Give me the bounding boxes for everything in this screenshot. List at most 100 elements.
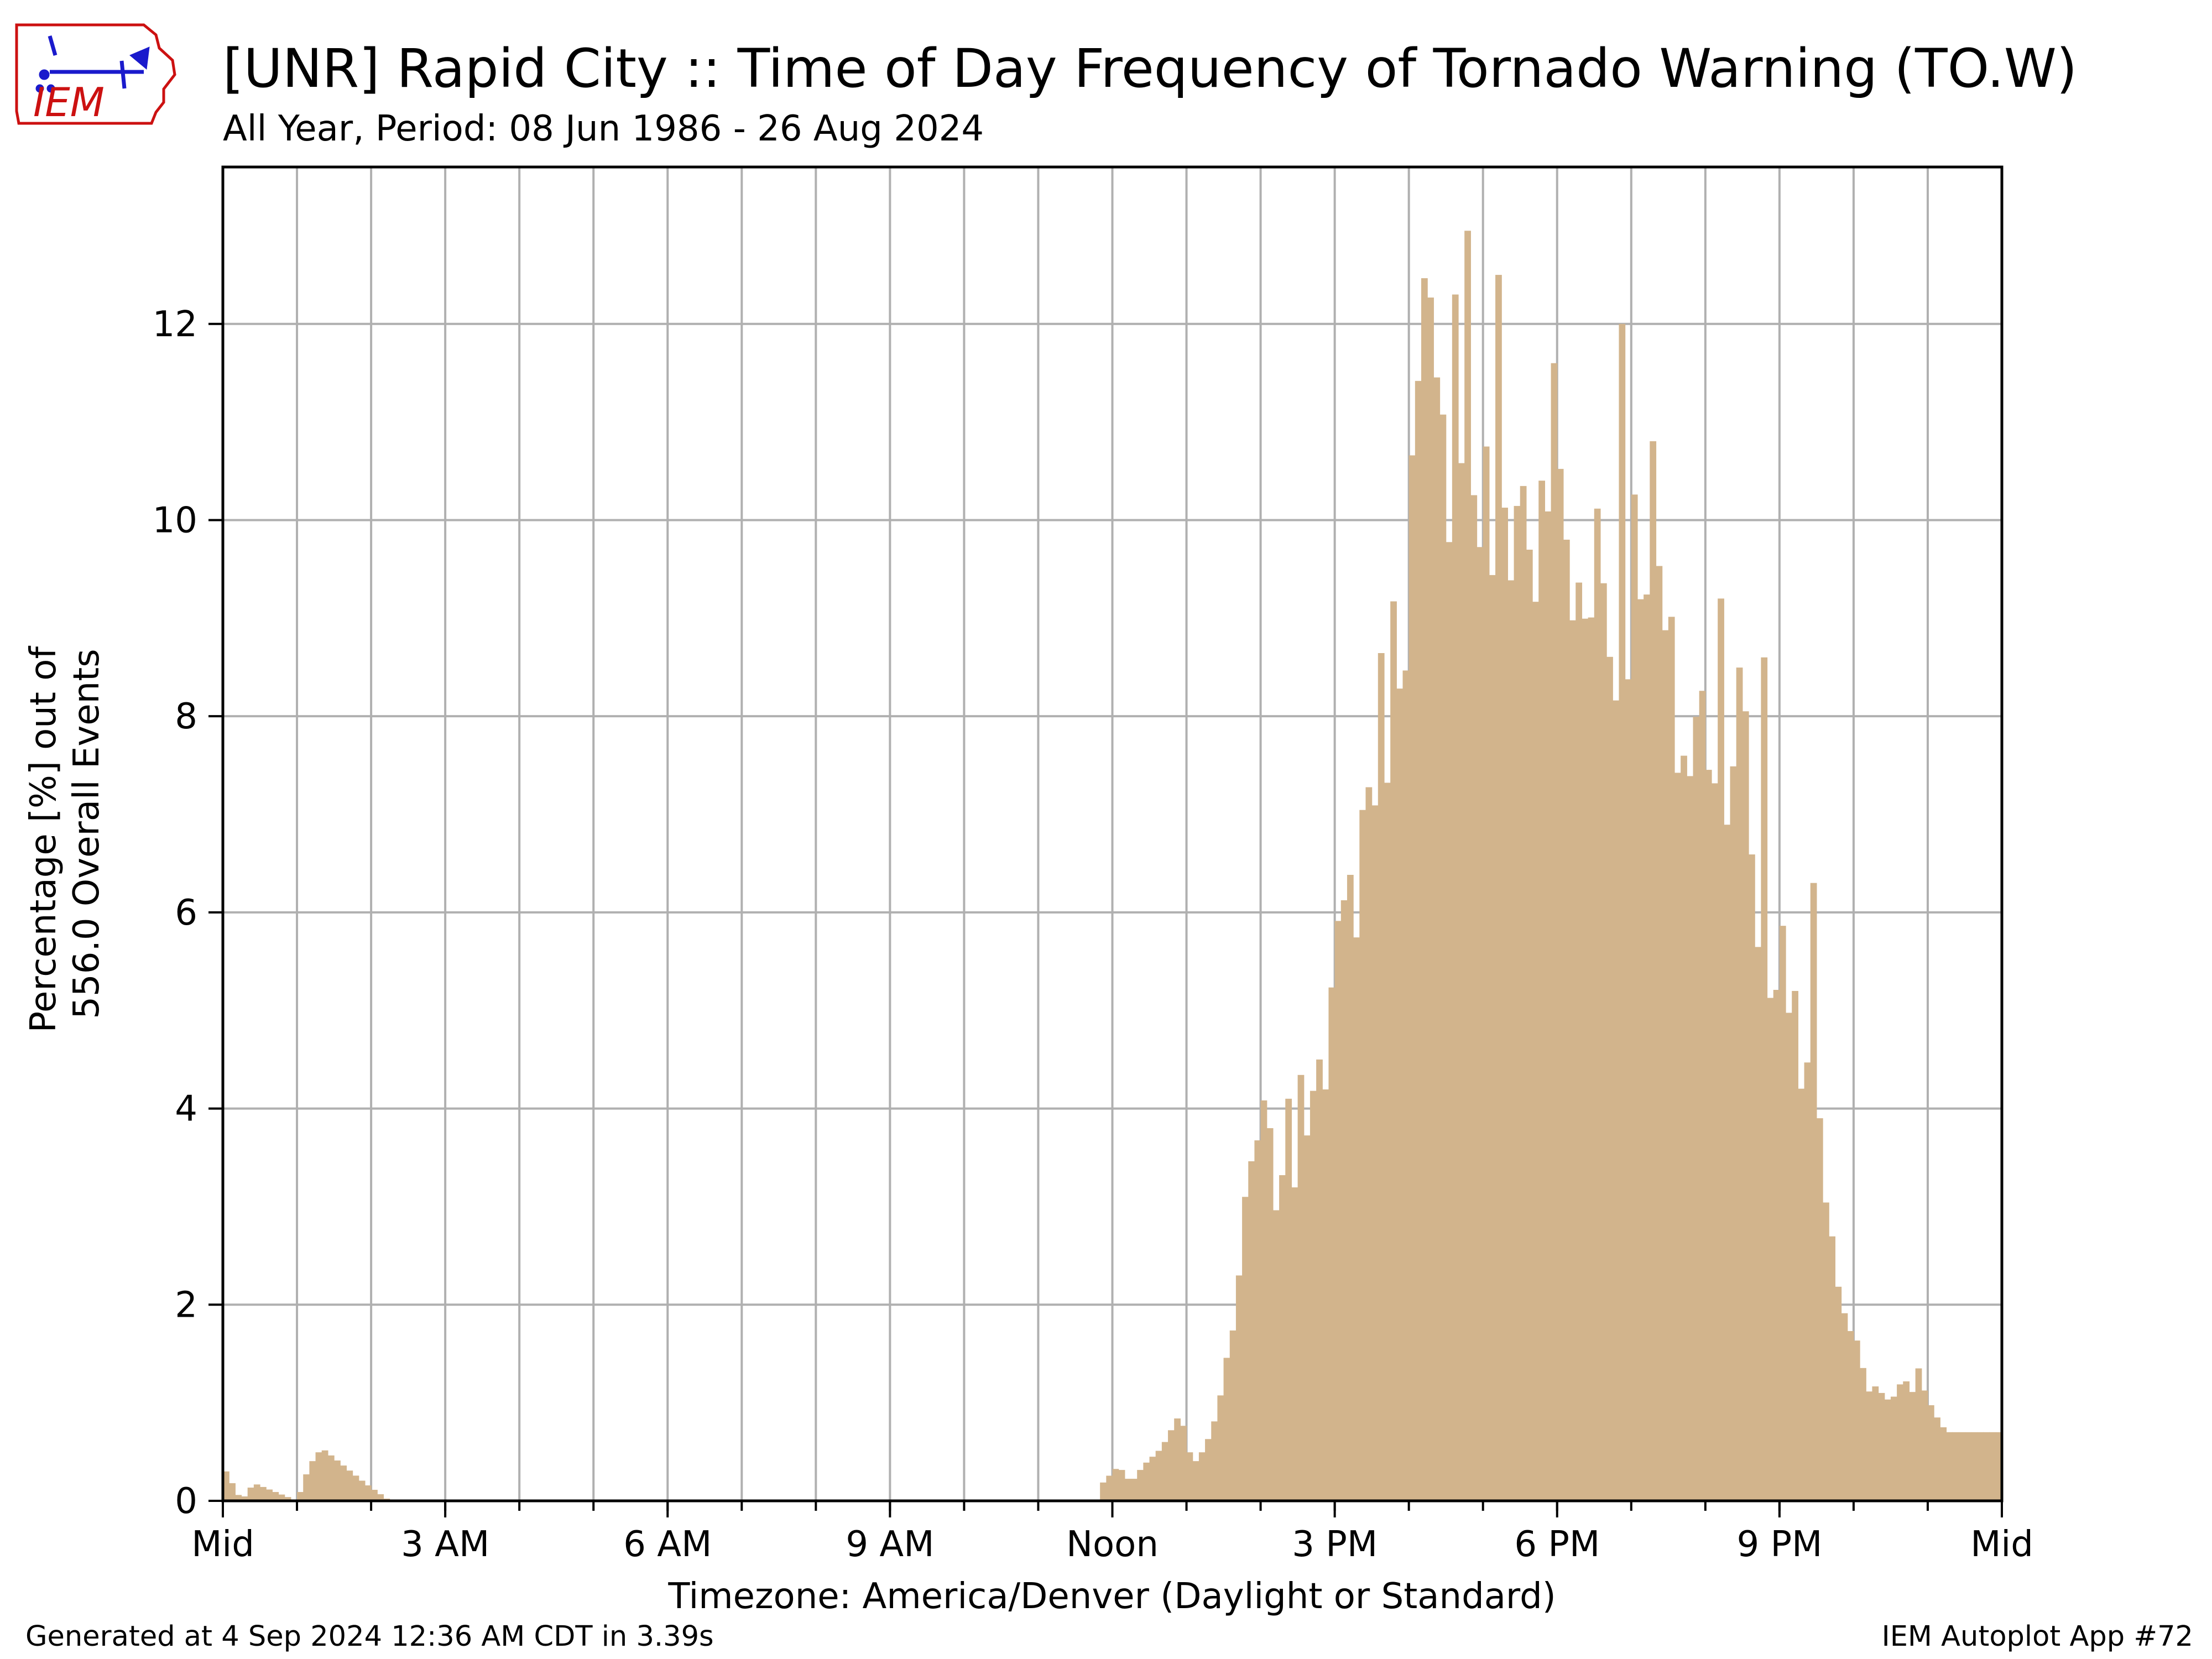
bar bbox=[1402, 670, 1410, 1501]
bar bbox=[1421, 278, 1428, 1501]
bar bbox=[1446, 542, 1453, 1501]
bar bbox=[1995, 1432, 2002, 1501]
bar bbox=[1328, 987, 1335, 1501]
bar bbox=[1927, 1405, 1934, 1501]
x-tick-label: 6 PM bbox=[1514, 1524, 1600, 1565]
bar bbox=[1921, 1390, 1928, 1501]
bar bbox=[1180, 1426, 1187, 1501]
weather-station-icon bbox=[35, 35, 150, 93]
bar bbox=[1884, 1399, 1891, 1501]
bar bbox=[1137, 1470, 1144, 1501]
bar bbox=[1668, 617, 1675, 1501]
bar bbox=[1656, 566, 1663, 1501]
bar bbox=[1106, 1475, 1113, 1501]
bar bbox=[1582, 618, 1589, 1501]
bar bbox=[1545, 511, 1552, 1501]
bar bbox=[1816, 1118, 1823, 1501]
x-tick-label: 9 AM bbox=[846, 1524, 934, 1565]
bar bbox=[1977, 1432, 1984, 1501]
bar bbox=[235, 1495, 242, 1501]
bar bbox=[1155, 1451, 1162, 1501]
bar bbox=[1334, 921, 1342, 1501]
bar bbox=[1266, 1128, 1274, 1501]
bar bbox=[315, 1452, 322, 1501]
bar bbox=[266, 1489, 273, 1501]
bar bbox=[1606, 656, 1613, 1501]
bar bbox=[1940, 1427, 1947, 1501]
bar bbox=[1551, 363, 1558, 1501]
bar bbox=[223, 1471, 229, 1501]
y-tick-label: 4 bbox=[175, 1089, 197, 1130]
bar bbox=[1260, 1100, 1267, 1501]
bar bbox=[1458, 463, 1465, 1501]
bar bbox=[377, 1494, 384, 1501]
bar bbox=[1810, 883, 1817, 1501]
bar bbox=[1946, 1432, 1953, 1501]
bar bbox=[1786, 1013, 1792, 1501]
bar bbox=[1433, 377, 1441, 1501]
bar bbox=[1890, 1396, 1897, 1501]
footer-generated: Generated at 4 Sep 2024 12:36 AM CDT in … bbox=[25, 1620, 714, 1653]
bar bbox=[1841, 1313, 1848, 1501]
bar bbox=[1217, 1395, 1224, 1501]
bar bbox=[371, 1490, 378, 1501]
bar bbox=[1520, 486, 1527, 1501]
bar bbox=[1952, 1432, 1959, 1501]
bar bbox=[1316, 1059, 1323, 1501]
bar bbox=[1526, 549, 1533, 1501]
bar bbox=[1186, 1452, 1193, 1501]
bar bbox=[1118, 1470, 1125, 1501]
x-axis-ticks: Mid 3 AM 6 AM 9 AM Noon 3 PM 6 PM 9 PM Mid bbox=[191, 1501, 2033, 1565]
bar bbox=[1650, 441, 1657, 1501]
bar bbox=[1470, 495, 1478, 1501]
bar bbox=[1489, 575, 1496, 1501]
bar bbox=[1192, 1461, 1199, 1501]
bar bbox=[1730, 766, 1737, 1501]
bar bbox=[1804, 1062, 1811, 1501]
y-axis-ticks: 0 2 4 6 8 10 12 bbox=[153, 304, 223, 1522]
bar bbox=[1989, 1432, 1996, 1501]
bar bbox=[1415, 380, 1422, 1501]
bar bbox=[1297, 1074, 1305, 1501]
bar bbox=[1829, 1236, 1836, 1501]
bar bbox=[1749, 854, 1755, 1501]
bar bbox=[1872, 1386, 1879, 1501]
bar bbox=[1600, 583, 1607, 1501]
bar bbox=[247, 1488, 254, 1501]
bar bbox=[1205, 1439, 1212, 1501]
bar bbox=[1384, 782, 1391, 1501]
bar bbox=[1903, 1381, 1910, 1501]
bar bbox=[1915, 1368, 1922, 1501]
bar bbox=[1792, 990, 1798, 1501]
bar bbox=[1964, 1432, 1971, 1501]
bar bbox=[278, 1494, 285, 1501]
bar bbox=[1736, 667, 1743, 1501]
x-tick-label: Mid bbox=[1970, 1524, 2033, 1565]
bar bbox=[1211, 1421, 1218, 1501]
bar bbox=[1347, 875, 1354, 1501]
bar bbox=[1396, 688, 1404, 1501]
bar bbox=[1439, 414, 1447, 1501]
bar bbox=[1149, 1457, 1156, 1501]
bar bbox=[1100, 1482, 1107, 1501]
bar bbox=[1507, 580, 1515, 1501]
bar bbox=[1687, 776, 1694, 1501]
bar bbox=[1242, 1197, 1249, 1501]
bar bbox=[1514, 505, 1521, 1501]
bar bbox=[1378, 653, 1385, 1501]
bar bbox=[1223, 1358, 1230, 1501]
bar bbox=[1662, 630, 1669, 1501]
y-tick-label: 12 bbox=[153, 304, 197, 345]
bar bbox=[1699, 691, 1706, 1501]
bar bbox=[352, 1475, 359, 1501]
bar bbox=[272, 1492, 279, 1501]
bar bbox=[1563, 539, 1570, 1501]
bar bbox=[1866, 1391, 1873, 1501]
bar bbox=[1143, 1462, 1150, 1501]
bar bbox=[1878, 1392, 1885, 1501]
bar bbox=[1161, 1442, 1168, 1501]
logo-text: IEM bbox=[33, 79, 105, 126]
bar bbox=[1198, 1452, 1206, 1501]
